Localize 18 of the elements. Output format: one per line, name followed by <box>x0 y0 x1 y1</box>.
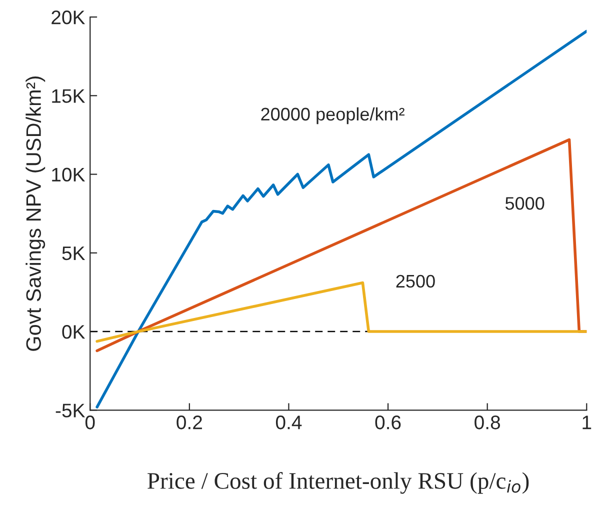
series-label: 20000 people/km² <box>261 107 404 124</box>
x-tick-label: 0.8 <box>474 416 500 430</box>
y-tick-label: 20K <box>52 10 86 24</box>
series-label: 5000 <box>505 197 544 210</box>
x-tick-label: 0 <box>85 416 95 430</box>
y-tick-label: 5K <box>62 246 86 260</box>
x-tick-label: 0.2 <box>176 416 202 430</box>
x-tick-label: 1 <box>582 416 592 430</box>
y-tick-label: 0K <box>62 325 86 339</box>
series-label: 2500 <box>396 274 435 288</box>
x-axis-title: Price / Cost of Internet-only RSU (p/c$_{io}$) <box>148 472 529 494</box>
y-tick-label: 10K <box>52 168 86 182</box>
x-tick-label: 0.4 <box>276 416 302 430</box>
y-tick-label: 15K <box>52 89 86 103</box>
y-axis-title: Govt Savings NPV (USD/km²) <box>26 76 46 351</box>
x-tick-label: 0.6 <box>375 416 401 430</box>
y-tick-label: -5K <box>56 404 86 418</box>
line-series <box>96 30 587 408</box>
